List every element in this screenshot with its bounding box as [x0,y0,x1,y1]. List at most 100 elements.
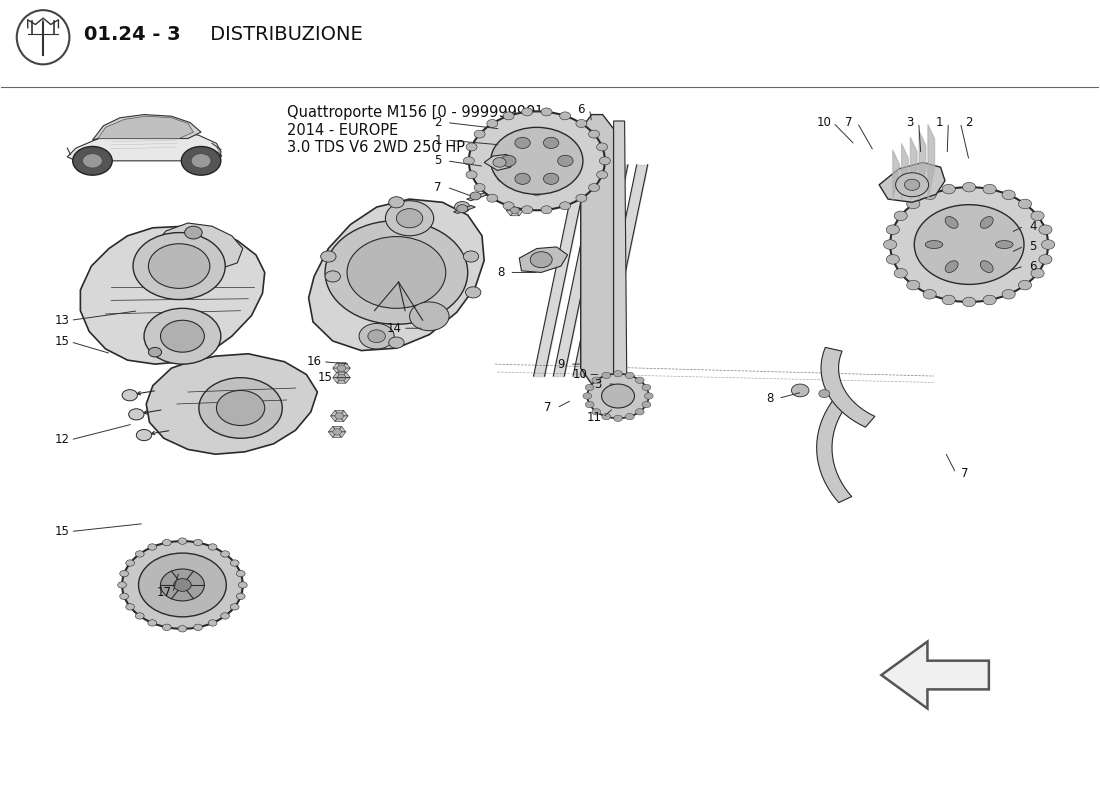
Circle shape [497,175,506,182]
Text: 3.0 TDS V6 2WD 250 HP AUTOMATIC: 3.0 TDS V6 2WD 250 HP AUTOMATIC [287,140,556,155]
Circle shape [337,365,345,371]
Circle shape [642,384,651,390]
Circle shape [890,187,1048,302]
Circle shape [334,413,343,419]
Polygon shape [329,426,337,432]
Circle shape [592,409,601,415]
Circle shape [560,202,571,210]
Circle shape [185,226,202,239]
Circle shape [454,202,470,213]
Polygon shape [519,247,568,273]
Text: 2: 2 [966,116,972,129]
Circle shape [326,271,340,282]
Text: 2: 2 [434,116,442,129]
Polygon shape [334,410,343,416]
Circle shape [163,624,172,630]
Circle shape [194,539,202,546]
Polygon shape [341,362,350,368]
Ellipse shape [16,10,69,64]
Polygon shape [337,362,345,368]
Circle shape [585,384,594,390]
Circle shape [923,290,936,299]
Circle shape [521,206,532,214]
Circle shape [532,190,541,196]
Circle shape [182,146,221,175]
Polygon shape [515,210,524,216]
Circle shape [163,539,172,546]
Circle shape [359,323,394,349]
Polygon shape [821,347,875,427]
Circle shape [122,541,243,629]
Text: 15: 15 [54,335,69,348]
Circle shape [178,626,187,632]
Circle shape [148,244,210,288]
Circle shape [962,297,976,306]
Circle shape [385,201,433,236]
Circle shape [587,374,649,418]
Circle shape [923,190,936,200]
Circle shape [230,560,239,566]
Text: 15: 15 [318,371,332,384]
Circle shape [469,111,605,210]
Text: 9: 9 [558,358,564,370]
Polygon shape [497,173,506,178]
Circle shape [1031,269,1044,278]
Circle shape [1002,290,1015,299]
Circle shape [1019,280,1032,290]
Polygon shape [332,378,341,383]
Circle shape [614,415,623,422]
Circle shape [221,550,230,557]
Polygon shape [453,206,475,214]
Polygon shape [537,193,546,198]
Polygon shape [151,223,243,273]
Polygon shape [532,193,541,198]
Polygon shape [80,226,265,364]
Text: 11: 11 [586,411,602,424]
Circle shape [596,143,607,151]
Circle shape [230,604,239,610]
Ellipse shape [925,241,943,249]
Text: DISTRIBUZIONE: DISTRIBUZIONE [205,26,363,44]
Circle shape [367,330,385,342]
Circle shape [530,252,552,268]
Text: 7: 7 [544,402,551,414]
Circle shape [558,155,573,166]
Polygon shape [92,114,201,140]
Circle shape [588,183,600,191]
Circle shape [493,158,506,167]
Circle shape [1019,199,1032,209]
Circle shape [791,384,808,397]
Ellipse shape [980,217,993,228]
Circle shape [1042,240,1055,250]
Circle shape [962,182,976,192]
Polygon shape [332,362,341,368]
Circle shape [135,550,144,557]
Circle shape [178,538,187,544]
Circle shape [626,372,635,378]
Circle shape [576,194,587,202]
Circle shape [388,197,404,208]
Text: 17: 17 [156,586,172,599]
Text: 4: 4 [1028,220,1036,233]
Text: 10: 10 [572,368,587,381]
Circle shape [895,173,928,197]
Circle shape [642,402,651,408]
Polygon shape [67,129,221,161]
Text: 6: 6 [578,102,584,115]
Polygon shape [309,199,484,350]
Ellipse shape [945,217,958,228]
Circle shape [541,108,552,116]
Circle shape [456,205,468,213]
Text: 10: 10 [817,116,832,129]
Polygon shape [493,178,502,184]
Circle shape [326,221,468,324]
Circle shape [1031,211,1044,221]
Polygon shape [337,378,345,383]
Circle shape [465,286,481,298]
Circle shape [148,347,162,357]
Polygon shape [497,178,506,184]
Polygon shape [581,114,614,384]
Circle shape [208,544,217,550]
Circle shape [199,378,283,438]
Text: Quattroporte M156 [0 - 99999999]: Quattroporte M156 [0 - 99999999] [287,105,541,120]
